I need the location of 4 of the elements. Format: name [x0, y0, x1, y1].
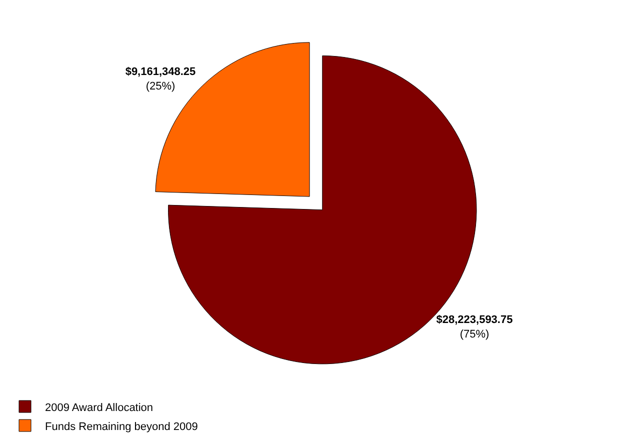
data-label: $9,161,348.25 (25%) — [125, 66, 196, 92]
legend-label: 2009 Award Allocation — [45, 402, 154, 414]
data-label: $28,223,593.75 (75%) — [436, 314, 513, 340]
legend-label: Funds Remaining beyond 2009 — [45, 420, 198, 433]
